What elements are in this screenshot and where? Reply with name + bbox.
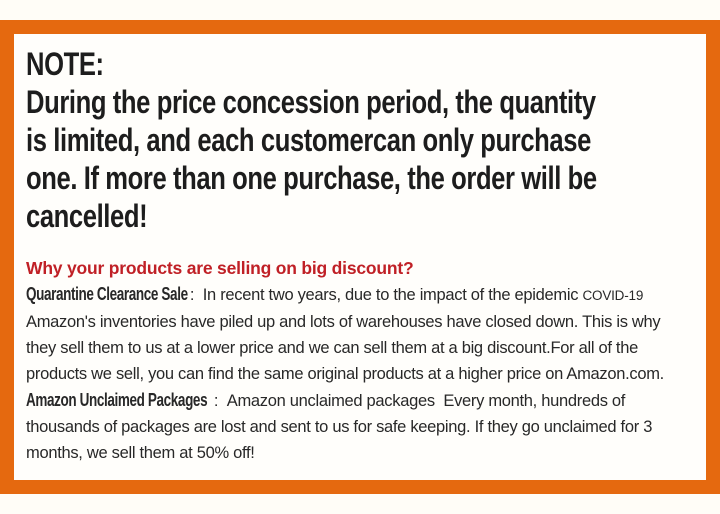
discount-question-heading: Why your products are selling on big dis… [26, 258, 414, 278]
quarantine-sale-line: they sell them to us at a lower price an… [26, 339, 638, 357]
quarantine-sale-text: In recent two years, due to the impact o… [202, 286, 583, 304]
note-line: is limited, and each customercan only pu… [26, 122, 591, 158]
quarantine-sale-lead: Quarantine Clearance Sale [26, 284, 188, 304]
unclaimed-packages-line: thousands of packages are lost and sent … [26, 418, 653, 436]
unclaimed-packages-line: months, we sell them at 50% off! [26, 444, 255, 462]
unclaimed-packages-text: Amazon unclaimed packages Every month, h… [226, 392, 626, 410]
unclaimed-packages-lead: Amazon Unclaimed Packages [26, 390, 208, 410]
note-line: cancelled! [26, 198, 148, 234]
quarantine-sale-line: products we sell, you can find the same … [26, 365, 664, 383]
quarantine-sale-line: Amazon's inventories have piled up and l… [26, 313, 661, 331]
colon-separator: : [209, 392, 227, 410]
unclaimed-packages-line: Amazon Unclaimed Packages : Amazon uncla… [26, 387, 696, 414]
note-headline: NOTE: During the price concession period… [26, 45, 696, 235]
quarantine-sale-line: Quarantine Clearance Sale : In recent tw… [26, 281, 696, 309]
covid-19-label: COVID-19 [582, 288, 644, 303]
note-line: one. If more than one purchase, the orde… [26, 160, 597, 196]
note-line: During the price concession period, the … [26, 84, 596, 120]
explanation-block: Why your products are selling on big dis… [26, 255, 696, 466]
orange-frame: NOTE: During the price concession period… [0, 20, 720, 494]
note-title: NOTE: [26, 46, 104, 82]
colon-separator: : [185, 286, 203, 304]
notice-content: NOTE: During the price concession period… [14, 34, 706, 480]
